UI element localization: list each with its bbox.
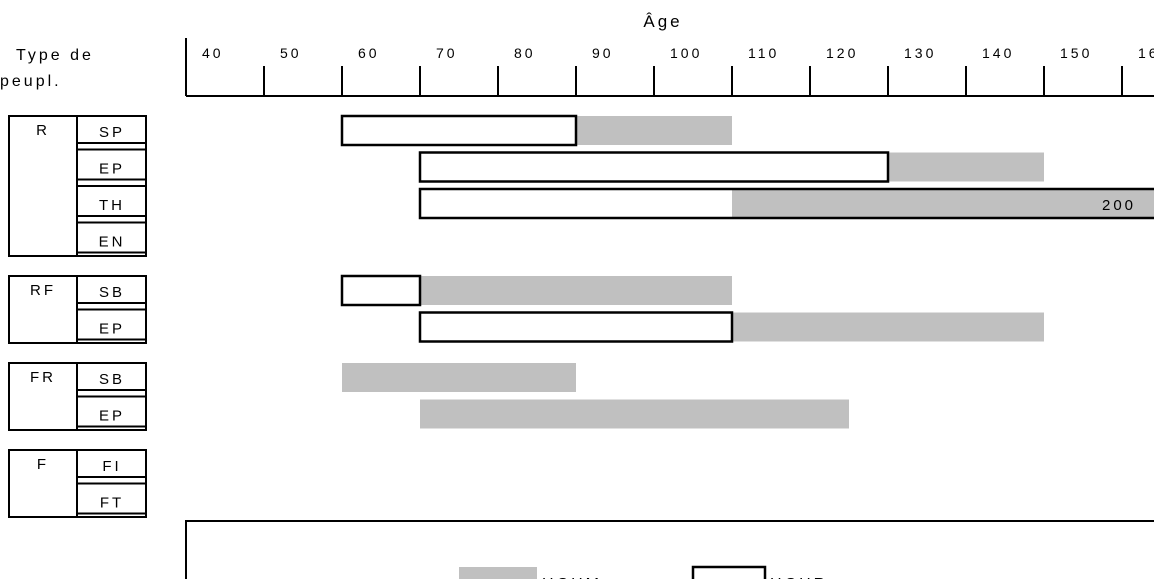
hchr-bar <box>418 187 1154 220</box>
group-label: RF <box>30 282 56 299</box>
y-axis-title-line-2: peupl. <box>0 73 62 90</box>
row-label: EP <box>99 408 125 425</box>
bar-annotation: 200 <box>1102 197 1136 214</box>
legend-swatch-hchr <box>691 565 767 579</box>
hchr-bar <box>340 274 422 307</box>
row-label: SP <box>99 124 125 141</box>
legend-swatch-hchm <box>459 567 537 579</box>
tick-label: 130 <box>904 45 936 61</box>
row-label: FI <box>102 458 121 475</box>
tick-label: 50 <box>280 45 302 61</box>
hchm-bar <box>420 399 849 429</box>
hchr-bar <box>340 114 578 147</box>
tick-label: 120 <box>826 45 858 61</box>
row-label: TH <box>99 197 125 214</box>
hchr-bar-fill <box>342 116 576 145</box>
hchr-bar-fill <box>420 189 732 218</box>
row-label: SB <box>99 371 125 388</box>
hchr-bar-fill <box>420 152 888 182</box>
legend: HCHM HCHR <box>185 520 1154 579</box>
hchr-bar <box>418 311 734 343</box>
tick-label: 140 <box>982 45 1014 61</box>
tick-label: 100 <box>670 45 702 61</box>
tick-label: 80 <box>514 45 536 61</box>
tick-label: 70 <box>436 45 458 61</box>
hchr-bar-fill <box>420 312 732 342</box>
y-axis-title-line-1: Type de <box>16 47 94 64</box>
hchr-bar <box>418 151 890 183</box>
legend-label-hchr: HCHR <box>770 576 828 579</box>
tick-label: 90 <box>592 45 614 61</box>
tick-label: 150 <box>1060 45 1092 61</box>
row-label: EN <box>99 234 126 251</box>
legend-label-hchm: HCHM <box>542 576 602 579</box>
tick-label: 60 <box>358 45 380 61</box>
row-label: EP <box>99 161 125 178</box>
hchr-bar-fill <box>342 276 420 305</box>
row-label: EP <box>99 321 125 338</box>
hchm-bar <box>342 363 576 392</box>
row-labels: R SP EP TH EN RF SB EP FR SB EP F FI FT <box>8 115 147 518</box>
legend-box <box>185 520 1154 579</box>
x-axis-title: Âge <box>643 12 682 31</box>
bars-area: 200 <box>340 114 1154 429</box>
tick-label: 40 <box>202 45 224 61</box>
group-label: R <box>36 122 50 139</box>
tick-label: 110 <box>748 45 779 61</box>
x-axis: 40 50 60 70 80 90 100 110 120 130 140 150 160 <box>185 38 1154 97</box>
group-label: F <box>37 456 49 473</box>
row-label: FT <box>100 495 124 512</box>
tick-label: 160 <box>1138 45 1154 61</box>
row-label: SB <box>99 284 125 301</box>
group-label: FR <box>30 369 56 386</box>
